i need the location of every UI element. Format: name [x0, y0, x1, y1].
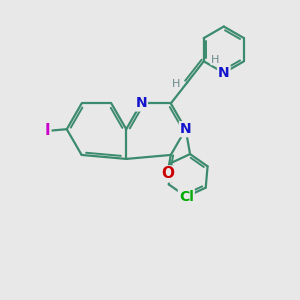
Text: Cl: Cl [179, 190, 194, 204]
Text: N: N [180, 122, 191, 136]
Text: H: H [172, 79, 180, 89]
Text: N: N [218, 66, 230, 80]
Text: H: H [211, 55, 219, 65]
Text: I: I [45, 123, 50, 138]
Text: O: O [161, 167, 174, 182]
Text: N: N [135, 97, 147, 110]
